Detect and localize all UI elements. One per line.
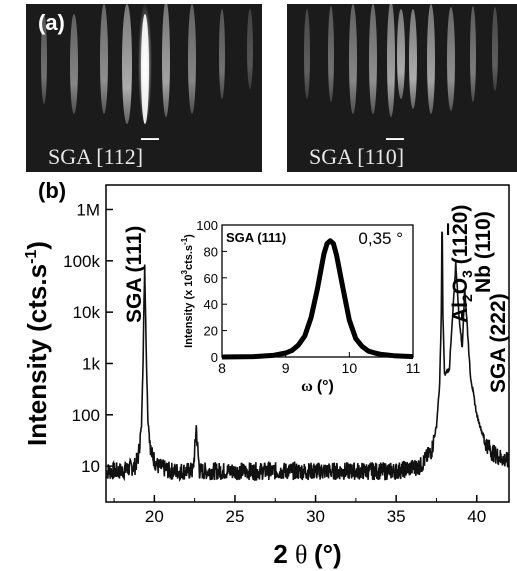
inset-plot-area: 8 9 10 11 0 20 40 60 80 100 SGA (111) 0,35 ° ω (°) In…	[180, 218, 420, 395]
xrd-trace	[105, 231, 510, 483]
rheed-marker-110: —	[386, 128, 404, 148]
inset-y-tick-label: 0	[211, 350, 218, 365]
inset-y-tick-label: 60	[204, 271, 218, 286]
inset-y-tick-label: 20	[204, 324, 218, 339]
rocking-curve-trace	[221, 238, 414, 360]
inset-y-tick-label: 80	[204, 244, 218, 259]
x-tick-label: 40	[467, 507, 486, 526]
rheed-caption-110: SGA [110]	[309, 144, 405, 169]
inset-x-tick-label: 10	[342, 360, 358, 376]
y-axis-label: Intensity (cts.s-1)	[22, 241, 52, 446]
peak-label-nb110: Nb (110)	[472, 211, 495, 293]
inset-title: SGA (111)	[226, 230, 286, 245]
inset-y-axis-label: Intensity (x 103cts.s-1)	[180, 234, 195, 348]
inset-fwhm-label: 0,35 °	[358, 229, 403, 248]
x-tick-label: 20	[145, 507, 164, 526]
y-tick-label: 100	[72, 406, 100, 425]
peak-label-sga222: SGA (222)	[487, 293, 510, 393]
inset-x-tick-label: 9	[282, 360, 290, 376]
peak-label-al2o3: Al2O3 (1120)	[449, 205, 475, 323]
y-tick-label: 100k	[63, 252, 100, 271]
inset-y-tick-label: 40	[204, 297, 218, 312]
rheed-streaks-110: —	[304, 4, 498, 148]
rheed-caption-112: SGA [112]	[48, 144, 144, 169]
x-axis-label: 2 θ (°)	[273, 539, 341, 569]
rheed-image-110: — SGA [110]	[287, 4, 517, 172]
inset-y-tick-label: 100	[196, 218, 218, 233]
inset-x-axis-label: ω (°)	[301, 378, 334, 395]
y-tick-label: 1M	[76, 200, 100, 219]
y-tick-label: 10	[81, 457, 100, 476]
x-tick-label: 30	[306, 507, 325, 526]
inset-x-tick-label: 8	[218, 360, 226, 376]
y-tick-label: 1k	[82, 354, 100, 373]
inset-x-tick-label: 11	[406, 360, 421, 376]
rheed-streaks-112: —	[41, 4, 253, 148]
panel-label-b: (b)	[38, 178, 67, 203]
peak-label-sga111: SGA (111)	[123, 226, 146, 323]
rheed-panel: — SGA [112] — SGA [110] (a)	[0, 0, 517, 175]
panel-label-a: (a)	[38, 10, 65, 35]
x-tick-label: 25	[225, 507, 244, 526]
x-tick-label: 35	[387, 507, 406, 526]
y-tick-label: 10k	[73, 303, 101, 322]
rheed-marker-112: —	[141, 128, 159, 148]
rheed-image-112: — SGA [112]	[26, 4, 262, 172]
main-plot-frame	[105, 184, 510, 503]
